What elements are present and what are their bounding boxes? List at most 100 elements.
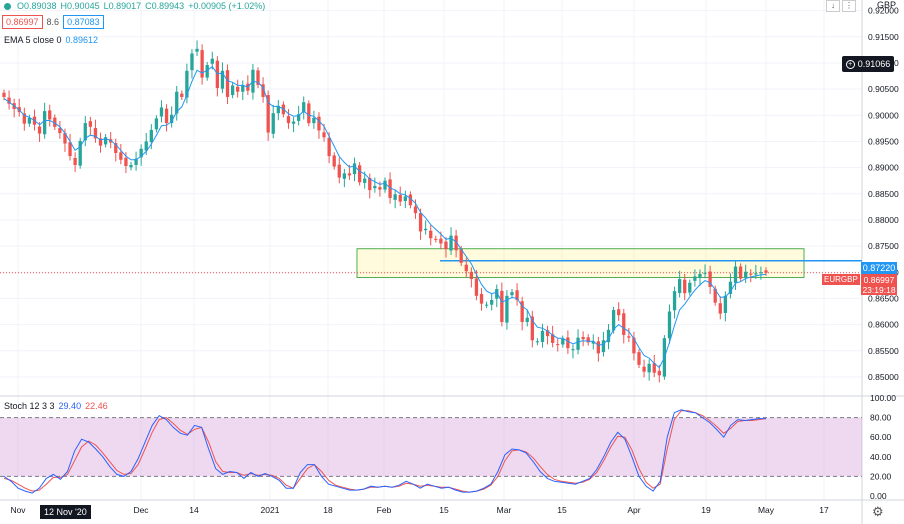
candle-body (129, 164, 133, 168)
candle-body (561, 338, 565, 345)
stoch-legend[interactable]: Stoch 12 3 3 29.40 22.46 (4, 401, 108, 411)
candle-body (296, 114, 301, 121)
ema-legend[interactable]: EMA 5 close 0 0.89612 (4, 35, 98, 45)
candle-body (484, 304, 489, 306)
candle-body (124, 157, 128, 167)
x-tick-label: Dec (133, 505, 149, 515)
candle-body (347, 173, 352, 176)
candle-body (667, 311, 672, 339)
arrow-down-icon[interactable]: ↓ (826, 0, 840, 12)
candle-body (535, 341, 540, 343)
candle-body (58, 128, 62, 134)
candle-body (134, 158, 138, 165)
candle-body (241, 84, 245, 92)
candle-body (363, 178, 367, 183)
sell-price-box[interactable]: 0.86997 (2, 15, 43, 29)
candle-body (495, 289, 499, 299)
y-tick-label: 0.85000 (868, 372, 899, 382)
buy-price-box[interactable]: 0.87083 (63, 15, 104, 29)
candle-body (119, 152, 123, 160)
candle-body (408, 194, 413, 206)
y-tick-label: 0.91500 (868, 32, 899, 42)
candle-body (479, 293, 484, 304)
candle-body (332, 155, 336, 167)
candle-body (469, 271, 474, 280)
low-value: L0.89017 (103, 1, 142, 11)
crosshair-price: 0.91066 (857, 59, 891, 69)
y-tick-label: 0.86000 (868, 320, 899, 330)
candle-body (373, 185, 377, 189)
candle-body (68, 142, 72, 157)
candle-body (185, 70, 189, 98)
candle-body (200, 50, 204, 78)
candle-body (322, 132, 326, 138)
candle-body (764, 270, 768, 273)
candle-body (210, 58, 214, 64)
candle-body (606, 329, 611, 343)
candle-body (525, 317, 529, 322)
candle-body (759, 272, 763, 274)
candle-body (398, 194, 402, 202)
x-tick-label: 15 (439, 505, 449, 515)
candle-body (73, 157, 77, 165)
candle-body (540, 330, 545, 342)
candle-body (225, 70, 230, 97)
plus-icon[interactable]: + (845, 59, 855, 69)
candle-body (728, 281, 733, 294)
candle-body (738, 266, 743, 279)
stoch-d-value: 22.46 (85, 401, 108, 411)
candle-body (114, 143, 118, 153)
candle-body (444, 241, 448, 250)
change-value: +0.00905 (+1.02%) (188, 1, 266, 11)
candle-body (164, 108, 169, 124)
candle-body (383, 180, 387, 190)
candle-body (571, 349, 575, 351)
candle-body (698, 273, 702, 278)
stoch-k-value: 29.40 (58, 401, 82, 411)
gear-icon[interactable]: ⚙ (872, 504, 884, 519)
crosshair-price-badge[interactable]: + 0.91066 (842, 56, 894, 72)
candle-body (175, 91, 179, 114)
candle-body (454, 235, 458, 251)
candle-body (611, 309, 616, 331)
candle-body (63, 133, 67, 144)
candle-body (637, 352, 641, 365)
candle-body (413, 206, 418, 214)
candle-body (154, 118, 159, 130)
candle-body (505, 295, 509, 323)
x-tick-label: 2021 (261, 505, 280, 515)
candle-body (312, 117, 316, 124)
candle-body (357, 165, 362, 183)
candle-body (708, 271, 712, 287)
candle-body (418, 213, 423, 232)
x-tick-label: 19 (701, 505, 711, 515)
y-tick-label: 0.85500 (868, 346, 899, 356)
candle-body (434, 238, 438, 240)
candle-body (37, 126, 42, 134)
candle-body (545, 330, 550, 337)
candle-body (327, 137, 331, 157)
stoch-label: Stoch 12 3 3 (4, 401, 55, 411)
candle-body (103, 137, 108, 145)
candle-body (591, 341, 595, 344)
candle-body (302, 102, 306, 113)
y-tick-label: 0.88000 (868, 215, 899, 225)
candle-body (368, 177, 372, 191)
ema-line (3, 65, 767, 369)
candle-body (500, 290, 504, 322)
candle-body (744, 271, 748, 278)
candle-body (632, 337, 636, 354)
candle-body (566, 337, 570, 349)
candle-body (342, 173, 347, 179)
more-icon[interactable]: ⋮ (842, 0, 856, 12)
candle-body (220, 70, 225, 89)
candle-body (556, 344, 560, 346)
candle-body (647, 363, 651, 373)
candle-body (733, 266, 738, 283)
candle-body (464, 264, 468, 272)
candle-body (42, 111, 47, 135)
close-value: C0.89943 (145, 1, 185, 11)
candle-body (195, 48, 199, 52)
candle-body (256, 70, 260, 85)
